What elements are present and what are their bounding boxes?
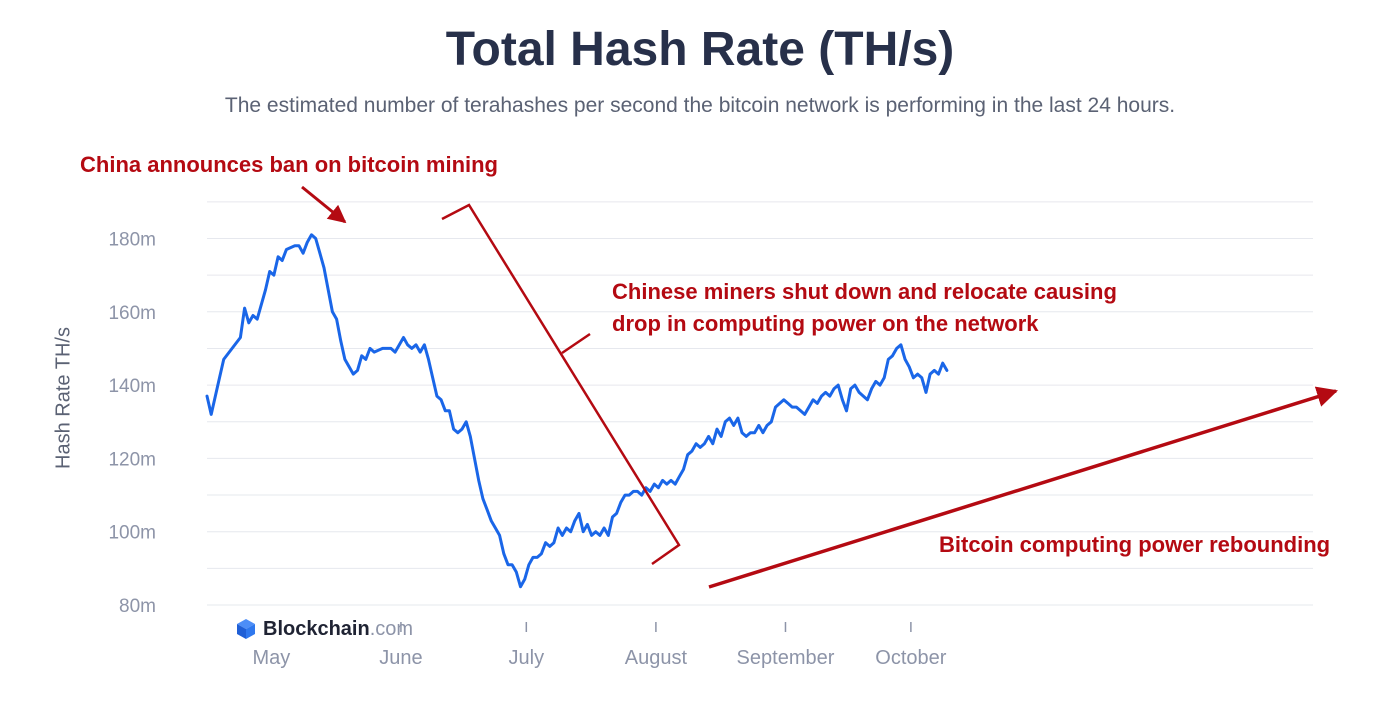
- y-tick-label: 140m: [108, 376, 156, 397]
- chart-title: Total Hash Rate (TH/s): [445, 23, 955, 76]
- brand-name: Blockchain: [263, 617, 370, 640]
- x-tick-label: September: [737, 647, 835, 669]
- y-tick-label: 80m: [119, 596, 156, 617]
- miners-annotation-line2: drop in computing power on the network: [612, 311, 1039, 336]
- y-tick-label: 100m: [108, 523, 156, 544]
- decline-bracket: [441, 203, 681, 566]
- ban-arrow: [301, 185, 347, 224]
- x-tick-label: May: [252, 647, 290, 669]
- decline-bracket-pointer: [561, 332, 591, 355]
- rebound-annotation: Bitcoin computing power rebounding: [939, 532, 1330, 557]
- x-tick-label: August: [625, 647, 688, 669]
- x-axis-ticks: May June July August September October: [252, 622, 947, 669]
- miners-annotation-line1: Chinese miners shut down and relocate ca…: [612, 279, 1117, 304]
- brand-tld: .com: [369, 617, 414, 640]
- hash-rate-line: [205, 233, 949, 589]
- x-tick-label: July: [509, 647, 545, 669]
- y-tick-label: 160m: [108, 303, 156, 324]
- blockchain-brand: Blockchain.com: [234, 617, 413, 641]
- x-tick-label: October: [875, 647, 946, 669]
- y-axis-ticks: 80m 100m 120m 140m 160m 180m: [108, 230, 156, 618]
- y-tick-label: 180m: [108, 230, 156, 251]
- ban-annotation: China announces ban on bitcoin mining: [80, 152, 498, 177]
- y-tick-label: 120m: [108, 449, 156, 470]
- blockchain-cube-icon: [237, 619, 255, 639]
- rebound-arrow: [708, 386, 1339, 589]
- chart-subtitle: The estimated number of terahashes per s…: [224, 94, 1176, 117]
- x-tick-label: June: [379, 647, 422, 669]
- grid-lines: [207, 201, 1313, 606]
